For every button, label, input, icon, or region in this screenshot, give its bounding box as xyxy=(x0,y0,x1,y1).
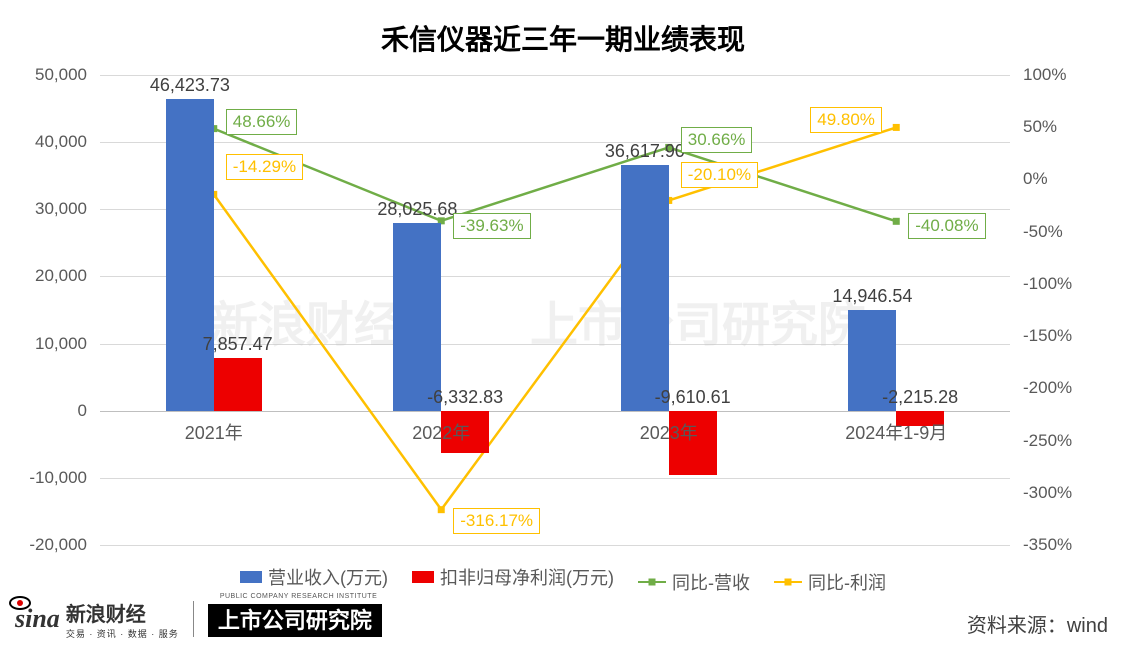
y-left-tick: 0 xyxy=(78,401,87,421)
bar-0-2 xyxy=(621,165,669,411)
y-left-axis: -20,000-10,000010,00020,00030,00040,0005… xyxy=(0,75,95,545)
sina-text: 新浪财经 交易 · 资讯 · 数据 · 服务 xyxy=(66,598,179,640)
legend-swatch-icon xyxy=(774,581,802,583)
y-left-tick: 10,000 xyxy=(35,334,87,354)
y-left-tick: 30,000 xyxy=(35,199,87,219)
line-label: -316.17% xyxy=(453,508,540,534)
plot-area: 新浪财经 上市公司研究院 46,423.7328,025.6836,617.90… xyxy=(100,75,1010,545)
divider xyxy=(193,601,194,637)
data-source: 资料来源：wind xyxy=(967,609,1108,638)
legend: 营业收入(万元) 扣非归母净利润(万元) 同比-营收 同比-利润 xyxy=(0,564,1126,595)
y-right-tick: -150% xyxy=(1023,326,1072,346)
bar-1-0 xyxy=(214,358,262,411)
institute-cn: 上市公司研究院 xyxy=(208,604,382,637)
legend-label: 同比-利润 xyxy=(808,569,886,595)
x-tick: 2024年1-9月 xyxy=(845,419,947,445)
legend-item: 营业收入(万元) xyxy=(240,564,388,590)
y-right-tick: -350% xyxy=(1023,535,1072,555)
bar-label: -6,332.83 xyxy=(427,387,503,408)
y-left-tick: 50,000 xyxy=(35,65,87,85)
y-right-tick: 100% xyxy=(1023,65,1066,85)
line-label: -20.10% xyxy=(681,162,758,188)
legend-swatch-icon xyxy=(412,571,434,583)
line-0 xyxy=(214,129,897,222)
legend-item: 同比-利润 xyxy=(774,569,886,595)
line-label: 49.80% xyxy=(810,107,882,133)
bar-label: 36,617.90 xyxy=(605,141,685,162)
y-right-tick: -250% xyxy=(1023,431,1072,451)
line-label: -39.63% xyxy=(453,213,530,239)
y-right-tick: 50% xyxy=(1023,117,1057,137)
bar-label: 14,946.54 xyxy=(832,286,912,307)
x-tick: 2022年 xyxy=(412,419,470,445)
legend-label: 扣非归母净利润(万元) xyxy=(440,564,614,590)
bar-0-1 xyxy=(393,223,441,411)
y-left-tick: -10,000 xyxy=(29,468,87,488)
footer-branding: sina 新浪财经 交易 · 资讯 · 数据 · 服务 PUBLIC COMPA… xyxy=(15,598,382,640)
x-tick: 2021年 xyxy=(185,419,243,445)
y-left-tick: -20,000 xyxy=(29,535,87,555)
marker-icon xyxy=(893,218,900,225)
y-right-tick: -300% xyxy=(1023,483,1072,503)
y-left-tick: 40,000 xyxy=(35,132,87,152)
y-right-tick: -100% xyxy=(1023,274,1072,294)
legend-item: 扣非归母净利润(万元) xyxy=(412,564,614,590)
marker-icon xyxy=(893,124,900,131)
legend-swatch-icon xyxy=(638,581,666,583)
sina-logo-icon: sina xyxy=(15,604,60,634)
y-right-tick: -200% xyxy=(1023,378,1072,398)
institute-en: PUBLIC COMPANY RESEARCH INSTITUTE xyxy=(218,593,379,600)
y-right-axis: -350%-300%-250%-200%-150%-100%-50%0%50%1… xyxy=(1015,75,1125,545)
line-label: -14.29% xyxy=(226,154,303,180)
line-label: 30.66% xyxy=(681,127,753,153)
gridline xyxy=(100,545,1010,546)
bar-label: -2,215.28 xyxy=(882,387,958,408)
y-left-tick: 20,000 xyxy=(35,266,87,286)
legend-label: 同比-营收 xyxy=(672,569,750,595)
y-right-tick: 0% xyxy=(1023,169,1048,189)
legend-label: 营业收入(万元) xyxy=(268,564,388,590)
x-tick: 2023年 xyxy=(640,419,698,445)
marker-icon xyxy=(438,506,445,513)
bar-0-0 xyxy=(166,99,214,411)
legend-item: 同比-营收 xyxy=(638,569,750,595)
bar-label: 28,025.68 xyxy=(377,199,457,220)
y-right-tick: -50% xyxy=(1023,222,1063,242)
bar-label: 7,857.47 xyxy=(203,334,273,355)
line-label: -40.08% xyxy=(908,213,985,239)
bar-label: 46,423.73 xyxy=(150,75,230,96)
line-label: 48.66% xyxy=(226,109,298,135)
legend-swatch-icon xyxy=(240,571,262,583)
bar-label: -9,610.61 xyxy=(655,387,731,408)
chart-title: 禾信仪器近三年一期业绩表现 xyxy=(0,18,1126,58)
